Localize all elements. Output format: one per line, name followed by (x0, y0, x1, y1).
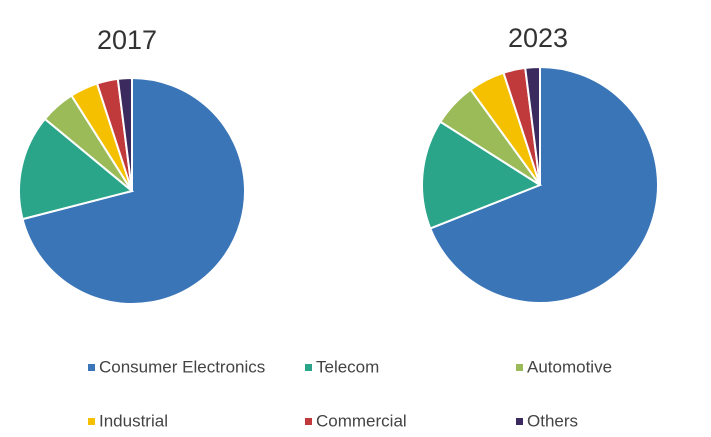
pie-slice (421, 120, 543, 230)
legend-label: Commercial (316, 411, 407, 430)
legend-marker (305, 418, 312, 425)
pie-slice (18, 117, 135, 221)
legend-label: Telecom (316, 357, 379, 376)
legend-marker (88, 418, 95, 425)
legend-label: Industrial (99, 411, 168, 430)
chart-title: 2017 (97, 25, 157, 55)
legend-marker (516, 418, 523, 425)
legend-label: Consumer Electronics (99, 357, 265, 376)
pie-slice (524, 65, 541, 186)
legend-label: Automotive (527, 357, 612, 376)
pie-slice (21, 76, 246, 305)
legend-label: Others (527, 411, 578, 430)
legend-marker (305, 364, 312, 371)
legend-marker (88, 364, 95, 371)
legend-marker (516, 364, 523, 371)
chart-title: 2023 (508, 23, 568, 53)
pie-slice (428, 65, 659, 304)
pie-slice (116, 76, 133, 192)
